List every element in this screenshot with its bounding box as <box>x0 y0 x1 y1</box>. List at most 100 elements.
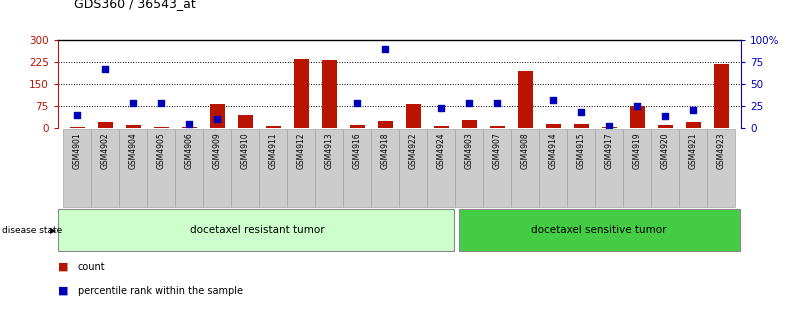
Bar <box>210 104 225 128</box>
Point <box>239 20 252 26</box>
Text: GSM4918: GSM4918 <box>380 132 390 169</box>
Text: count: count <box>78 262 105 272</box>
Text: GSM4905: GSM4905 <box>157 132 166 169</box>
Text: docetaxel resistant tumor: docetaxel resistant tumor <box>190 225 324 235</box>
Point <box>435 105 448 110</box>
Text: disease state: disease state <box>2 226 62 235</box>
Bar <box>147 129 175 207</box>
Point <box>407 0 420 1</box>
Bar <box>511 129 539 207</box>
Point <box>547 97 560 102</box>
Bar <box>372 129 399 207</box>
Bar <box>651 129 679 207</box>
Text: GSM4904: GSM4904 <box>129 132 138 169</box>
Text: GSM4909: GSM4909 <box>213 132 222 169</box>
Point <box>351 100 364 106</box>
Text: GSM4906: GSM4906 <box>185 132 194 169</box>
Bar <box>489 126 505 128</box>
Bar <box>260 129 288 207</box>
Text: GSM4923: GSM4923 <box>717 132 726 169</box>
Bar <box>344 129 372 207</box>
Text: GSM4913: GSM4913 <box>324 132 334 169</box>
Bar <box>658 125 673 128</box>
Text: GSM4924: GSM4924 <box>437 132 446 169</box>
Bar <box>595 129 623 207</box>
Point <box>603 123 616 129</box>
Text: GSM4915: GSM4915 <box>577 132 586 169</box>
Bar <box>203 129 231 207</box>
Text: GSM4911: GSM4911 <box>269 132 278 169</box>
Bar <box>539 129 567 207</box>
Point <box>687 108 700 113</box>
Bar <box>154 127 169 128</box>
Bar <box>461 120 477 128</box>
Bar <box>119 129 147 207</box>
Text: GSM4910: GSM4910 <box>241 132 250 169</box>
Point <box>211 116 223 122</box>
Bar <box>574 124 589 128</box>
Text: GSM4902: GSM4902 <box>101 132 110 169</box>
Point <box>575 109 588 115</box>
Bar <box>288 129 316 207</box>
Text: GSM4916: GSM4916 <box>352 132 362 169</box>
Text: GSM4914: GSM4914 <box>549 132 557 169</box>
Bar <box>602 127 617 128</box>
Bar <box>623 129 651 207</box>
Bar <box>483 129 511 207</box>
Bar <box>517 71 533 128</box>
Text: GSM4912: GSM4912 <box>297 132 306 169</box>
Point <box>491 100 504 106</box>
Bar <box>58 209 454 251</box>
Point <box>127 100 139 106</box>
Bar <box>238 115 253 128</box>
Bar <box>377 121 393 128</box>
Bar <box>175 129 203 207</box>
Bar <box>294 59 309 128</box>
Bar <box>266 126 281 128</box>
Text: GSM4919: GSM4919 <box>633 132 642 169</box>
Bar <box>714 64 729 128</box>
Bar <box>458 209 739 251</box>
Bar <box>567 129 595 207</box>
Point <box>659 114 672 119</box>
Bar <box>91 129 119 207</box>
Bar <box>630 106 645 128</box>
Text: GSM4917: GSM4917 <box>605 132 614 169</box>
Text: GSM4922: GSM4922 <box>409 132 418 169</box>
Point <box>183 122 195 127</box>
Bar <box>400 129 427 207</box>
Point <box>631 103 644 109</box>
Text: GSM4908: GSM4908 <box>521 132 529 169</box>
Bar <box>679 129 707 207</box>
Point <box>155 100 167 106</box>
Bar <box>349 125 365 128</box>
Text: docetaxel sensitive tumor: docetaxel sensitive tumor <box>531 225 666 235</box>
Bar <box>707 129 735 207</box>
Text: GSM4907: GSM4907 <box>493 132 501 169</box>
Text: percentile rank within the sample: percentile rank within the sample <box>78 286 243 296</box>
Bar <box>63 129 91 207</box>
Text: ▶: ▶ <box>50 226 56 235</box>
Point <box>99 67 111 72</box>
Text: ■: ■ <box>58 286 68 296</box>
Text: GSM4920: GSM4920 <box>661 132 670 169</box>
Text: ■: ■ <box>58 262 68 272</box>
Bar <box>686 122 701 128</box>
Bar <box>182 127 197 128</box>
Point <box>463 100 476 106</box>
Bar <box>316 129 344 207</box>
Bar <box>126 125 141 128</box>
Text: GSM4901: GSM4901 <box>73 132 82 169</box>
Point <box>70 112 83 117</box>
Bar <box>321 60 337 128</box>
Bar <box>455 129 483 207</box>
Bar <box>427 129 455 207</box>
Text: GDS360 / 36543_at: GDS360 / 36543_at <box>74 0 195 10</box>
Bar <box>70 127 85 128</box>
Bar <box>98 122 113 128</box>
Point <box>267 0 280 4</box>
Point <box>379 46 392 52</box>
Bar <box>433 126 449 128</box>
Bar <box>545 124 561 128</box>
Text: GSM4903: GSM4903 <box>465 132 474 169</box>
